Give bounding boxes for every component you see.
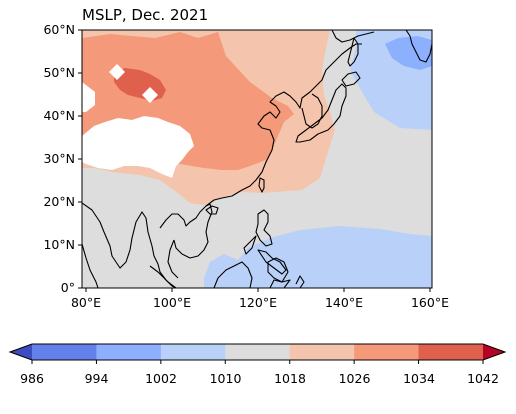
x-tick-label: 140°E (325, 295, 363, 310)
colorbar-segment (289, 344, 355, 360)
coastline-thailand-gulf (167, 239, 179, 279)
colorbar-segment (96, 344, 162, 360)
coastline-bay-of-bengal (115, 211, 159, 269)
colorbar-segment (418, 344, 484, 360)
coastline-visayas (257, 249, 287, 275)
masked-terrain (109, 64, 125, 80)
y-tick-label: 50°N (43, 65, 75, 80)
colorbar (8, 343, 507, 364)
x-tick-label: 160°E (411, 295, 449, 310)
coastline-china-east (255, 43, 362, 181)
coastline-indochina (159, 203, 213, 259)
map-plot (82, 30, 432, 288)
x-axis (85, 288, 431, 292)
coastline-kamchatka (405, 30, 432, 63)
y-tick-label: 40°N (43, 108, 75, 123)
colorbar-label: 1010 (210, 371, 242, 386)
coastline-luzon (255, 209, 273, 247)
colorbar-label: 986 (20, 371, 44, 386)
x-tick-label: 100°E (153, 295, 191, 310)
y-tick-labels: 0° 10°N 20°N 30°N 40°N 50°N 60°N (43, 22, 75, 295)
colorbar-label: 1026 (339, 371, 371, 386)
coastline-sakhalin (347, 37, 359, 67)
coastline-celebes (269, 279, 291, 288)
colorbar-extend-low (10, 344, 32, 360)
pressure-band-1002-1010-south (204, 226, 432, 288)
coastline-mindanao (267, 257, 289, 283)
y-tick-label: 60°N (43, 22, 75, 37)
coastlines (82, 30, 432, 288)
coastline-sumatra (149, 265, 177, 288)
coastline-borneo (213, 261, 253, 288)
x-tick-label: 120°E (239, 295, 277, 310)
pressure-band-994-1002 (385, 36, 432, 70)
masked-terrain (82, 116, 194, 178)
y-tick-label: 10°N (43, 237, 75, 252)
colorbar-labels: 986 994 1002 1010 1018 1026 1034 1042 (20, 371, 499, 386)
x-tick-labels: 80°E 100°E 120°E 140°E 160°E (71, 295, 449, 310)
colorbar-label: 1034 (403, 371, 435, 386)
y-tick-label: 20°N (43, 194, 75, 209)
coastline-china-south (205, 179, 257, 207)
coastline-japan (295, 83, 347, 143)
coastline-hokkaido (341, 71, 361, 87)
colorbar-segment (160, 344, 226, 360)
coastline-india-west (82, 243, 99, 288)
colorbar-label: 1042 (467, 371, 499, 386)
colorbar-segment (354, 344, 420, 360)
coastline-halmahera (295, 275, 305, 288)
map-title: MSLP, Dec. 2021 (82, 6, 209, 24)
coastline-palawan (243, 235, 257, 255)
colorbar-segment (225, 344, 291, 360)
colorbar-label: 1002 (145, 371, 177, 386)
colorbar-extend-high (483, 344, 505, 360)
y-tick-label: 30°N (43, 151, 75, 166)
masked-terrain (82, 82, 95, 112)
coastline-hainan (205, 205, 219, 215)
colorbar-segment (32, 344, 97, 360)
colorbar-label: 994 (85, 371, 109, 386)
coastline-india (82, 202, 117, 263)
coastline-taiwan (258, 177, 265, 193)
y-axis (78, 29, 82, 289)
y-tick-label: 0° (61, 280, 75, 295)
coastline-korea (301, 93, 323, 129)
masked-terrain (142, 87, 158, 103)
colorbar-label: 1018 (274, 371, 306, 386)
coastline-okhotsk (331, 30, 375, 43)
x-tick-label: 80°E (71, 295, 101, 310)
